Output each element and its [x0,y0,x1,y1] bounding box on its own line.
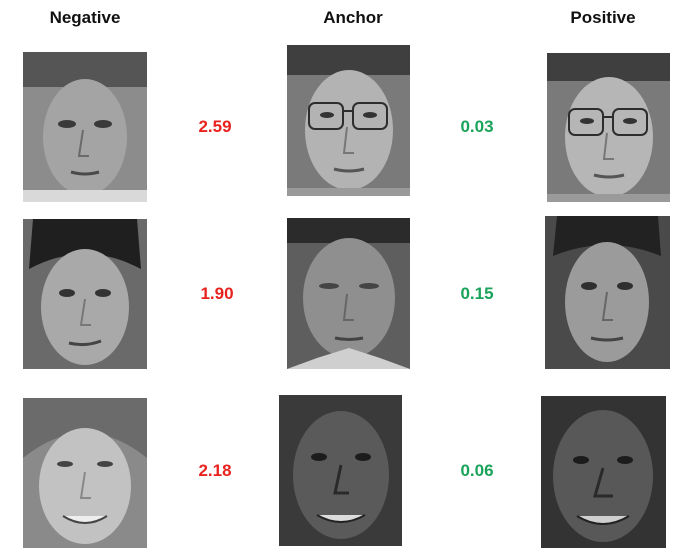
anchor-face-image-1 [287,45,410,196]
positive-face-image-3 [541,396,666,548]
positive-face-image-1 [547,53,670,202]
negative-distance-3: 2.18 [198,461,232,480]
positive-distance-3: 0.06 [460,461,494,480]
positive-column-header: Positive [570,8,636,27]
negative-face-image-3 [23,398,147,548]
negative-column-header: Negative [49,8,121,27]
negative-face-image-2 [23,219,147,369]
anchor-column-header: Anchor [323,8,383,27]
negative-distance-1: 2.59 [198,117,232,136]
negative-face-image-1 [23,52,147,202]
negative-distance-2: 1.90 [200,284,234,303]
positive-distance-2: 0.15 [460,284,494,303]
anchor-face-image-2 [287,218,410,369]
positive-face-image-2 [545,216,670,369]
anchor-face-image-3 [279,395,402,546]
positive-distance-1: 0.03 [460,117,494,136]
